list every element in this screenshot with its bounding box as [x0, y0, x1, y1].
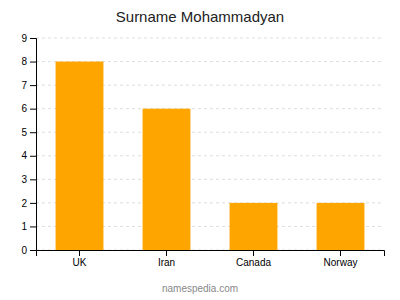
y-tick-label: 4 [21, 150, 27, 161]
x-tick: Iran [158, 250, 175, 268]
x-tick-label: Norway [324, 257, 358, 268]
y-tick-mark [30, 156, 36, 157]
y-tick-mark [30, 62, 36, 63]
plot: 0 1 2 3 4 5 6 7 8 9 UK Iran Canada Norway [21, 33, 384, 268]
y-tick-mark [30, 38, 36, 39]
x-tick: Norway [324, 250, 358, 268]
x-tick: Canada [236, 250, 271, 268]
chart: 0 1 2 3 4 5 6 7 8 9 UK Iran Canada Norway Surname Moha… [0, 0, 400, 300]
y-tick-label: 7 [21, 80, 27, 91]
x-tick-mark [340, 250, 341, 256]
y-tick-label: 1 [21, 221, 27, 232]
bar [230, 203, 278, 250]
y-tick-label: 5 [21, 127, 27, 138]
y-tick-mark [30, 109, 36, 110]
y-tick-mark [30, 203, 36, 204]
y-tick-label: 0 [21, 245, 27, 256]
y-tick-mark [30, 250, 36, 251]
y-axis: 0 1 2 3 4 5 6 7 8 9 [21, 33, 36, 256]
bar [143, 109, 191, 250]
x-axis: UK Iran Canada Norway [37, 250, 385, 268]
title: Surname Mohammadyan [116, 8, 284, 25]
y-tick: 2 [21, 198, 36, 209]
y-tick: 4 [21, 150, 36, 161]
grid [36, 38, 384, 250]
y-tick-label: 8 [21, 56, 27, 67]
x-tick: UK [73, 250, 87, 268]
grid-line [36, 38, 384, 39]
x-tick-mark [253, 250, 254, 256]
y-tick-label: 6 [21, 103, 27, 114]
y-tick-mark [30, 226, 36, 227]
y-tick: 3 [21, 174, 36, 185]
bar [317, 203, 365, 250]
y-tick-label: 9 [21, 33, 27, 44]
y-tick: 7 [21, 80, 36, 91]
y-tick-mark [30, 132, 36, 133]
y-tick-mark [30, 85, 36, 86]
x-tick-mark [166, 250, 167, 256]
y-tick: 6 [21, 103, 36, 114]
x-tick-label: UK [73, 257, 87, 268]
x-tick-mark [79, 250, 80, 256]
y-tick: 0 [21, 245, 36, 256]
y-tick: 8 [21, 56, 36, 67]
x-axis-line [37, 251, 385, 257]
y-tick: 9 [21, 33, 36, 44]
y-tick-label: 2 [21, 198, 27, 209]
y-tick: 5 [21, 127, 36, 138]
y-tick-mark [30, 179, 36, 180]
x-tick-label: Canada [236, 257, 271, 268]
y-tick-label: 3 [21, 174, 27, 185]
y-axis-line [30, 39, 37, 251]
bars [56, 62, 365, 250]
footer: namespedia.com [162, 283, 238, 294]
x-tick-label: Iran [158, 257, 175, 268]
bar [56, 62, 104, 250]
y-tick: 1 [21, 221, 36, 232]
